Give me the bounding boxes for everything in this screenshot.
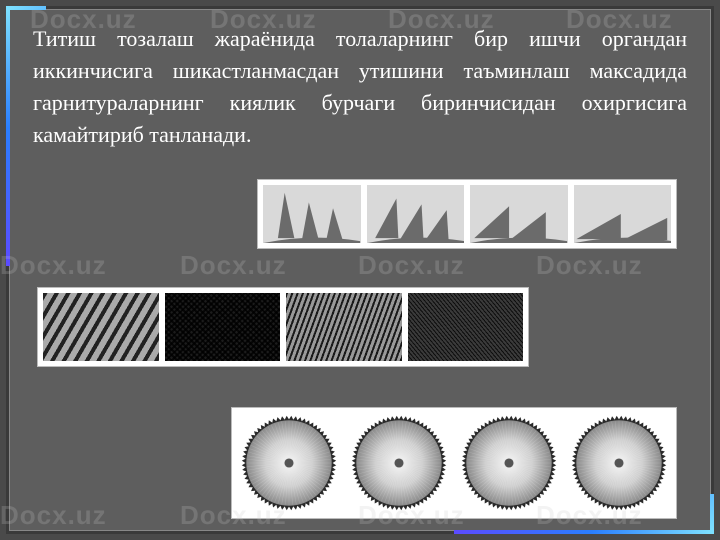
watermark: Docx.uz <box>180 250 287 281</box>
texture-cell-3 <box>286 293 402 361</box>
watermark: Docx.uz <box>358 250 465 281</box>
watermark: Docx.uz <box>0 500 107 531</box>
disc-cell-4 <box>567 413 671 513</box>
spike-cell-4 <box>574 185 672 243</box>
spike-cell-1 <box>263 185 361 243</box>
watermark: Docx.uz <box>210 4 317 35</box>
body-text: Титиш тозалаш жараёнида толаларнинг бир … <box>33 23 687 151</box>
disc-cell-1 <box>237 413 341 513</box>
spike-cell-2 <box>367 185 465 243</box>
watermark: Docx.uz <box>536 500 643 531</box>
watermark: Docx.uz <box>388 4 495 35</box>
texture-cell-2 <box>165 293 281 361</box>
figure-textures <box>37 287 529 367</box>
figure-spike-profiles <box>257 179 677 249</box>
watermark: Docx.uz <box>358 500 465 531</box>
watermark: Docx.uz <box>566 4 673 35</box>
spike-cell-3 <box>470 185 568 243</box>
watermark: Docx.uz <box>0 250 107 281</box>
disc-cell-2 <box>347 413 451 513</box>
watermark: Docx.uz <box>180 500 287 531</box>
texture-cell-4 <box>408 293 524 361</box>
texture-cell-1 <box>43 293 159 361</box>
watermark: Docx.uz <box>30 4 137 35</box>
watermark: Docx.uz <box>536 250 643 281</box>
disc-cell-3 <box>457 413 561 513</box>
